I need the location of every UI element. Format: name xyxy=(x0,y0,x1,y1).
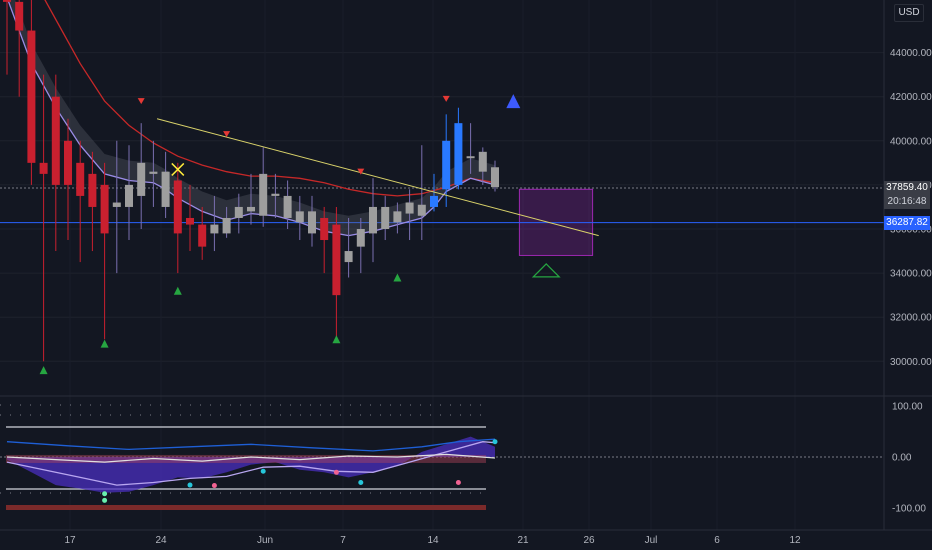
x-tick-label: 26 xyxy=(583,535,595,546)
candle[interactable] xyxy=(186,217,194,225)
y-tick-label: 44000.00 xyxy=(890,48,932,59)
osc-signal-dot[interactable] xyxy=(492,439,498,445)
price-pane[interactable] xyxy=(0,0,884,530)
osc-signal-dot[interactable] xyxy=(260,468,266,474)
buy-signal-marker[interactable] xyxy=(39,366,48,375)
osc-upper-line[interactable] xyxy=(6,438,496,452)
x-tick-label: 14 xyxy=(427,535,439,546)
y-tick-label: 36000.00 xyxy=(890,225,932,236)
osc-signal-dot[interactable] xyxy=(358,480,364,485)
candle[interactable] xyxy=(51,96,60,185)
candle[interactable] xyxy=(112,202,121,207)
candle[interactable] xyxy=(3,0,11,2)
osc-y-tick-label: -100.00 xyxy=(892,504,926,515)
oscillator-pane[interactable] xyxy=(0,404,884,510)
candle[interactable] xyxy=(210,224,219,234)
x-tick-label: 12 xyxy=(789,535,801,546)
candle[interactable] xyxy=(295,211,304,223)
candle[interactable] xyxy=(332,224,341,296)
osc-signal-dot[interactable] xyxy=(102,491,108,497)
candle[interactable] xyxy=(64,140,72,185)
y-tick-label: 34000.00 xyxy=(890,269,932,280)
osc-signal-dot[interactable] xyxy=(187,482,193,488)
countdown-tag: 20:16:48 xyxy=(884,195,930,209)
candle[interactable] xyxy=(381,206,390,229)
level-price-tag: 36287.82 xyxy=(884,216,930,230)
candle[interactable] xyxy=(137,162,146,196)
candle[interactable] xyxy=(466,156,475,159)
buy-signal-marker[interactable] xyxy=(506,94,521,109)
candle[interactable] xyxy=(308,211,316,234)
candle[interactable] xyxy=(149,171,158,174)
candle[interactable] xyxy=(15,1,24,31)
sell-signal-marker[interactable] xyxy=(223,131,231,138)
candle[interactable] xyxy=(100,184,109,234)
x-tick-label: 6 xyxy=(714,535,720,546)
candle[interactable] xyxy=(393,211,402,223)
y-tick-label: 40000.00 xyxy=(890,136,932,147)
y-tick-label: 30000.00 xyxy=(890,357,932,368)
candle[interactable] xyxy=(369,206,377,234)
candle[interactable] xyxy=(478,151,487,172)
candle[interactable] xyxy=(234,206,243,218)
candle[interactable] xyxy=(76,162,85,196)
buy-signal-marker[interactable] xyxy=(393,273,402,282)
trendline[interactable] xyxy=(156,118,599,237)
candle[interactable] xyxy=(442,140,451,190)
osc-signal-dot[interactable] xyxy=(455,480,461,485)
candle[interactable] xyxy=(283,195,292,218)
osc-y-tick-label: 0.00 xyxy=(892,453,912,464)
candle[interactable] xyxy=(259,173,268,216)
x-tick-label: 24 xyxy=(155,535,167,546)
candle[interactable] xyxy=(198,224,207,247)
candle[interactable] xyxy=(417,204,426,216)
candle[interactable] xyxy=(356,229,365,247)
candle[interactable] xyxy=(27,30,36,163)
candle[interactable] xyxy=(39,162,48,174)
time-axis[interactable]: 17 24 Jun 7 14 21 26 Jul 6 12 xyxy=(0,529,932,546)
osc-signal-dot[interactable] xyxy=(333,469,339,475)
buy-signal-marker[interactable] xyxy=(173,286,182,295)
cross-marker[interactable] xyxy=(171,162,185,176)
osc-histogram-area xyxy=(7,436,495,493)
y-tick-label: 42000.00 xyxy=(890,92,932,103)
candle[interactable] xyxy=(125,184,133,207)
candle[interactable] xyxy=(271,193,280,196)
osc-signal-band xyxy=(6,454,486,463)
price-axis[interactable]: 44000.0042000.0040000.0038000.0036000.00… xyxy=(883,0,932,530)
target-triangle[interactable] xyxy=(531,263,561,278)
buy-signal-marker[interactable] xyxy=(100,339,109,348)
candle[interactable] xyxy=(454,123,463,185)
x-tick-label: 7 xyxy=(340,535,346,546)
osc-y-tick-label: 100.00 xyxy=(892,402,923,413)
candle[interactable] xyxy=(344,251,353,263)
currency-badge[interactable]: USD xyxy=(894,4,924,22)
candle[interactable] xyxy=(491,167,499,188)
candle[interactable] xyxy=(430,195,438,207)
x-tick-label: Jun xyxy=(257,535,273,546)
candle[interactable] xyxy=(161,171,170,207)
osc-signal-dot[interactable] xyxy=(211,483,217,489)
candle[interactable] xyxy=(173,180,182,234)
x-tick-label: 21 xyxy=(517,535,529,546)
buy-signal-marker[interactable] xyxy=(332,335,341,344)
osc-bottom-bar xyxy=(6,505,486,510)
candle[interactable] xyxy=(88,173,97,207)
candle[interactable] xyxy=(222,217,231,234)
ma-ribbon xyxy=(7,0,495,236)
candle[interactable] xyxy=(405,202,414,214)
x-tick-label: 17 xyxy=(64,535,76,546)
x-tick-label: Jul xyxy=(645,535,658,546)
sell-signal-marker[interactable] xyxy=(442,95,450,102)
current-price-tag: 37859.40 xyxy=(884,181,930,195)
osc-signal-line[interactable] xyxy=(6,453,496,463)
candle[interactable] xyxy=(247,206,255,212)
candle[interactable] xyxy=(320,217,329,241)
y-tick-label: 32000.00 xyxy=(890,313,932,324)
sell-signal-marker[interactable] xyxy=(137,98,145,105)
sell-signal-marker[interactable] xyxy=(357,168,365,175)
osc-signal-dot[interactable] xyxy=(102,497,108,503)
